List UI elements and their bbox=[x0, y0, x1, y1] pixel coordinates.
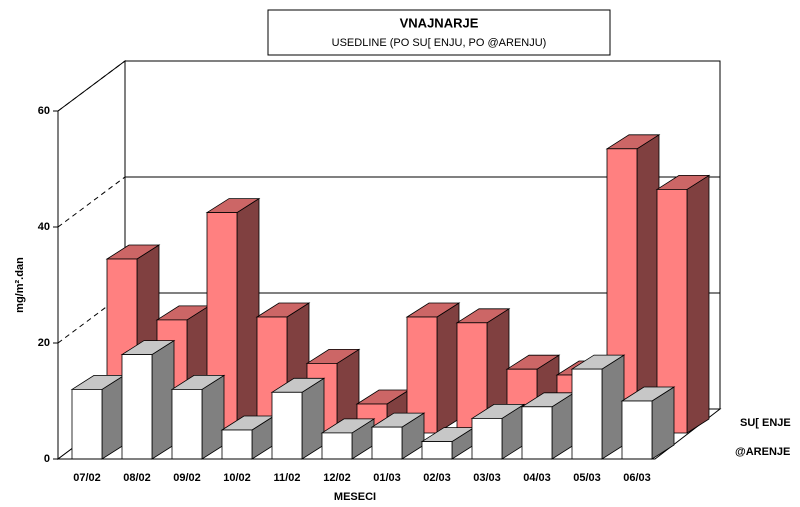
x-tick-label: 10/02 bbox=[223, 472, 251, 484]
y-axis-label: mg/m².dan bbox=[14, 257, 26, 313]
grid-line bbox=[57, 176, 126, 228]
bar-side bbox=[151, 339, 175, 460]
y-tick-label: 20 bbox=[38, 337, 50, 349]
x-tick-label: 06/03 bbox=[623, 472, 651, 484]
x-tick-label: 01/03 bbox=[373, 472, 401, 484]
x-tick-label: 04/03 bbox=[523, 472, 551, 484]
bar-front bbox=[321, 432, 353, 460]
bar-side bbox=[686, 174, 710, 434]
x-tick-label: 02/03 bbox=[423, 472, 451, 484]
bar-front bbox=[371, 426, 403, 460]
bar bbox=[120, 339, 176, 460]
x-tick-label: 08/02 bbox=[123, 472, 151, 484]
bar-front bbox=[221, 429, 253, 460]
grid-line bbox=[57, 60, 126, 112]
chart-subtitle: USEDLINE (PO SU[ ENJU, PO @ARENJU) bbox=[332, 37, 547, 49]
bar-side bbox=[601, 354, 625, 460]
bar-front bbox=[121, 354, 153, 460]
bar bbox=[570, 354, 626, 460]
x-tick-label: 11/02 bbox=[274, 472, 301, 484]
bar-side bbox=[201, 374, 225, 460]
y-tick-label: 60 bbox=[38, 105, 50, 117]
bar-front bbox=[571, 368, 603, 460]
bar-side bbox=[236, 197, 260, 434]
bar bbox=[170, 374, 226, 460]
bar-front bbox=[421, 441, 453, 460]
legend-label: @ARENJE bbox=[735, 446, 790, 458]
x-tick-label: 05/03 bbox=[573, 472, 601, 484]
x-tick-label: 12/02 bbox=[323, 472, 351, 484]
bar bbox=[270, 377, 326, 460]
grid-line bbox=[57, 292, 126, 344]
bar bbox=[520, 392, 576, 460]
bar bbox=[320, 418, 376, 460]
bar-front bbox=[271, 391, 303, 460]
bar-front bbox=[471, 417, 503, 460]
x-axis-label: MESECI bbox=[334, 491, 376, 503]
bar bbox=[370, 412, 426, 460]
bar-side bbox=[101, 374, 125, 460]
bars bbox=[70, 134, 711, 460]
y-tick-label: 40 bbox=[38, 221, 50, 233]
bar bbox=[655, 174, 711, 434]
bar-front bbox=[71, 388, 103, 460]
bar bbox=[220, 415, 276, 460]
bar-side bbox=[436, 302, 460, 434]
bar bbox=[470, 403, 526, 460]
legend-label: SU[ ENJE bbox=[740, 417, 791, 429]
bar-front bbox=[521, 406, 553, 460]
chart-title: VNAJNARJE bbox=[400, 15, 479, 30]
title-box bbox=[267, 9, 611, 56]
x-tick-label: 09/02 bbox=[173, 472, 201, 484]
x-tick-label: 03/03 bbox=[473, 472, 501, 484]
bar-front bbox=[171, 388, 203, 460]
bar bbox=[70, 374, 126, 460]
y-tick-label: 0 bbox=[44, 453, 50, 465]
x-tick-label: 07/02 bbox=[73, 472, 101, 484]
bar bbox=[620, 386, 676, 460]
bar-front bbox=[621, 400, 653, 460]
